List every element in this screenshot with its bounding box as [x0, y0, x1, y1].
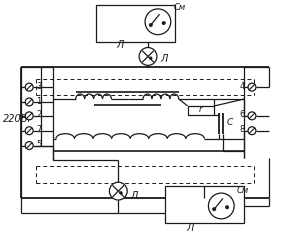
Bar: [165, 186, 244, 223]
Circle shape: [208, 193, 234, 219]
Circle shape: [25, 142, 33, 149]
Text: Л: Л: [117, 40, 124, 50]
Circle shape: [162, 21, 165, 25]
Bar: [96, 5, 175, 42]
Text: 3: 3: [36, 82, 42, 91]
Circle shape: [139, 47, 157, 65]
Circle shape: [149, 23, 152, 27]
Circle shape: [25, 127, 33, 135]
Text: 8: 8: [240, 125, 245, 134]
Circle shape: [145, 9, 171, 35]
Text: 220Вг: 220Вг: [4, 114, 34, 124]
Circle shape: [120, 192, 123, 194]
Text: 7: 7: [36, 125, 42, 134]
Text: Л: Л: [130, 191, 138, 201]
Circle shape: [109, 182, 127, 200]
Text: 1: 1: [36, 97, 41, 106]
Text: 5: 5: [36, 140, 41, 149]
Text: 2: 2: [36, 110, 41, 119]
Text: См: См: [174, 4, 186, 12]
Text: Л: Л: [186, 223, 193, 233]
Text: 4: 4: [240, 82, 245, 91]
Text: C: C: [226, 118, 233, 127]
Text: Л: Л: [160, 55, 167, 64]
Circle shape: [25, 112, 33, 120]
Circle shape: [25, 83, 33, 91]
Text: См: См: [237, 186, 249, 195]
Text: 6: 6: [240, 110, 245, 119]
Circle shape: [212, 208, 216, 211]
Circle shape: [248, 127, 256, 135]
Circle shape: [248, 112, 256, 120]
Circle shape: [149, 57, 152, 60]
Bar: [188, 106, 214, 115]
Text: r: r: [199, 106, 202, 114]
Circle shape: [248, 83, 256, 91]
Circle shape: [25, 98, 33, 106]
Circle shape: [225, 205, 229, 209]
